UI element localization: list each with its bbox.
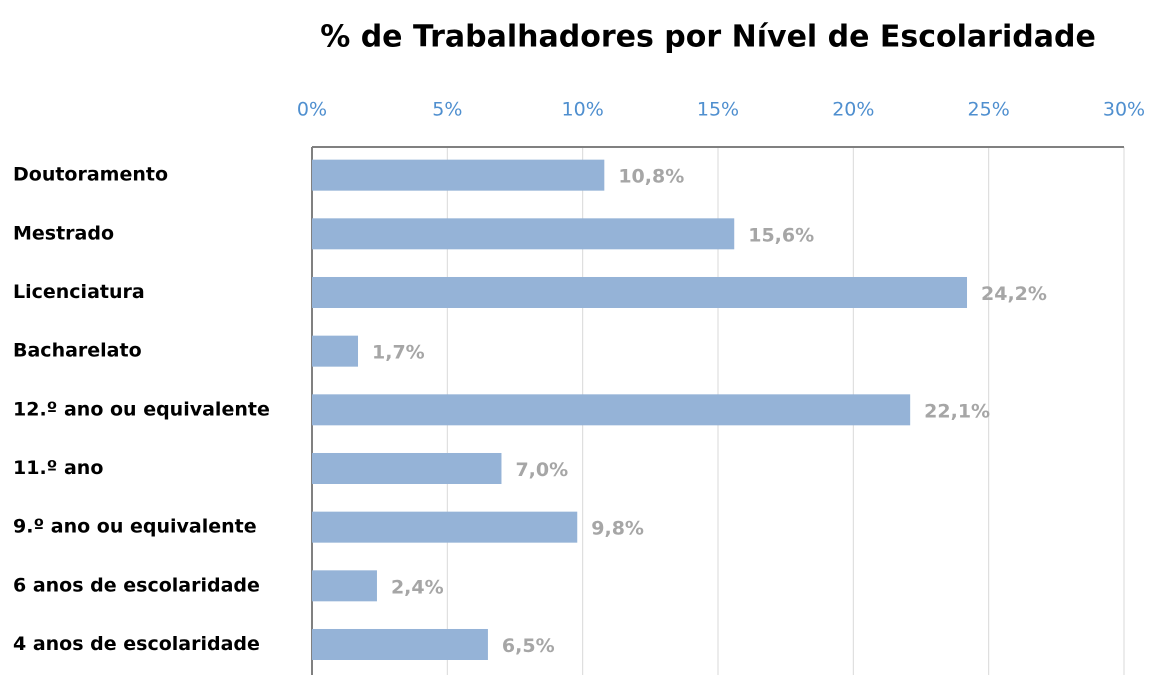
chart-title: % de Trabalhadores por Nível de Escolari… [320, 20, 1096, 55]
y-tick-label: 11.º ano [13, 457, 103, 479]
y-tick-label: 4 anos de escolaridade [13, 633, 260, 655]
bar [312, 394, 911, 426]
bar [312, 335, 359, 367]
y-tick-label: Licenciatura [13, 281, 145, 303]
x-tick-label: 10% [562, 99, 604, 121]
x-tick-label: 20% [832, 99, 874, 121]
y-tick-label: Bacharelato [13, 340, 142, 362]
bar [312, 452, 502, 484]
value-label: 15,6% [748, 224, 814, 246]
x-tick-label: 30% [1103, 99, 1145, 121]
bar [312, 159, 605, 191]
y-tick-label: Doutoramento [13, 164, 168, 186]
value-label: 1,7% [372, 342, 425, 364]
value-label: 2,4% [391, 576, 444, 598]
bar [312, 276, 968, 308]
bar [312, 570, 377, 602]
value-label: 22,1% [924, 400, 990, 422]
bar [312, 511, 578, 543]
y-tick-label: 12.º ano ou equivalente [13, 398, 270, 420]
value-label: 24,2% [981, 283, 1047, 305]
x-tick-label: 0% [297, 99, 327, 121]
bar [312, 628, 488, 660]
value-label: 7,0% [515, 459, 568, 481]
y-tick-label: 9.º ano ou equivalente [13, 516, 257, 538]
value-label: 9,8% [591, 518, 644, 540]
y-tick-label: Mestrado [13, 222, 114, 244]
bar [312, 218, 735, 250]
x-tick-label: 15% [697, 99, 739, 121]
value-label: 10,8% [618, 166, 684, 188]
y-tick-label: 6 anos de escolaridade [13, 574, 260, 596]
x-tick-label: 5% [432, 99, 462, 121]
value-label: 6,5% [502, 635, 555, 657]
x-tick-label: 25% [968, 99, 1010, 121]
